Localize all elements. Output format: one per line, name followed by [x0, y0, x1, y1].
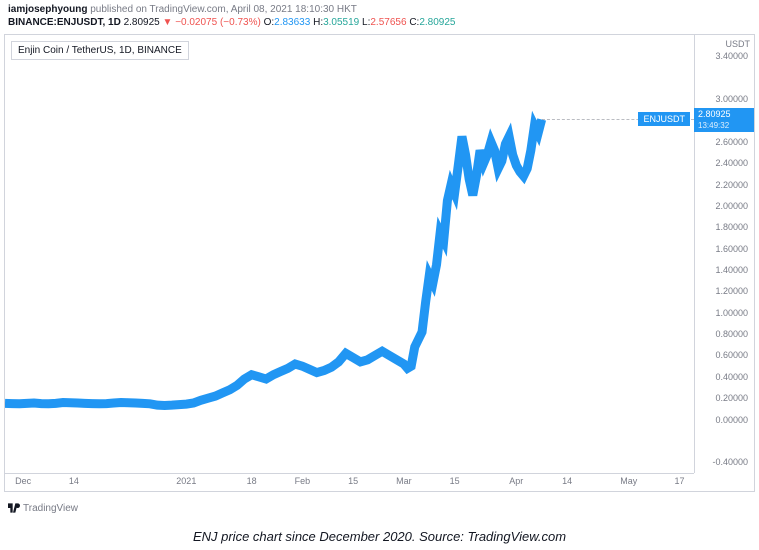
ticker-symbol: BINANCE:ENJUSDT, 1D [8, 17, 121, 28]
y-tick: 2.00000 [715, 201, 748, 211]
x-tick: Apr [509, 476, 523, 486]
y-tick: 1.40000 [715, 265, 748, 275]
x-tick: 15 [348, 476, 358, 486]
pair-badge: ENJUSDT [638, 112, 690, 126]
y-tick: 0.80000 [715, 329, 748, 339]
x-tick: 17 [674, 476, 684, 486]
y-tick: 0.20000 [715, 393, 748, 403]
author-name: iamjosephyoung [8, 4, 87, 15]
y-tick: 2.40000 [715, 158, 748, 168]
ohlc-c: 2.80925 [419, 17, 455, 28]
x-tick: May [620, 476, 637, 486]
x-tick: 14 [69, 476, 79, 486]
ohlc-o-label: O: [264, 17, 275, 28]
tradingview-logo-text: TradingView [23, 503, 78, 514]
y-tick: 3.40000 [715, 51, 748, 61]
ticker-change: ▼ −0.02075 (−0.73%) [163, 17, 261, 28]
y-axis: 3.40000 3.00000 2.60000 2.40000 2.20000 2.000… [694, 35, 754, 473]
y-tick: 0.60000 [715, 350, 748, 360]
chart-container[interactable]: Enjin Coin / TetherUS, 1D, BINANCE USDT … [4, 34, 755, 492]
ticker-row: BINANCE:ENJUSDT, 1D 2.80925 ▼ −0.02075 (… [0, 17, 759, 30]
y-tick: 0.40000 [715, 372, 748, 382]
x-tick: Mar [396, 476, 412, 486]
tradingview-logo: TradingView [8, 502, 78, 514]
publish-header: iamjosephyoung published on TradingView.… [0, 0, 759, 17]
y-tick: -0.40000 [712, 457, 748, 467]
plot-area[interactable]: ENJUSDT [5, 35, 694, 473]
x-tick: 15 [450, 476, 460, 486]
y-tick: 1.80000 [715, 222, 748, 232]
x-tick: 2021 [176, 476, 196, 486]
x-tick: Dec [15, 476, 31, 486]
y-tick: 2.20000 [715, 180, 748, 190]
chart-caption: ENJ price chart since December 2020. Sou… [0, 529, 759, 544]
ohlc-h-label: H: [313, 17, 323, 28]
x-axis: Dec 14 2021 18 Feb 15 Mar 15 Apr 14 May 17 [5, 473, 694, 491]
y-tick: 1.60000 [715, 244, 748, 254]
ohlc-l: 2.57656 [370, 17, 406, 28]
y-tick: 0.00000 [715, 415, 748, 425]
x-tick: Feb [295, 476, 311, 486]
ticker-price: 2.80925 [124, 17, 160, 28]
ohlc-o: 2.83633 [274, 17, 310, 28]
tradingview-logo-icon [8, 502, 20, 514]
y-tick: 2.60000 [715, 137, 748, 147]
current-price-badge: 2.80925 13:49:32 [694, 108, 754, 132]
y-tick: 3.00000 [715, 94, 748, 104]
price-badge-time: 13:49:32 [698, 120, 750, 131]
x-tick: 14 [562, 476, 572, 486]
price-badge-value: 2.80925 [698, 109, 750, 120]
ohlc-c-label: C: [409, 17, 419, 28]
price-line [5, 35, 694, 473]
x-tick: 18 [247, 476, 257, 486]
y-tick: 1.20000 [715, 286, 748, 296]
y-tick: 1.00000 [715, 308, 748, 318]
publish-info: published on TradingView.com, April 08, … [90, 4, 357, 15]
ohlc-h: 3.05519 [323, 17, 359, 28]
